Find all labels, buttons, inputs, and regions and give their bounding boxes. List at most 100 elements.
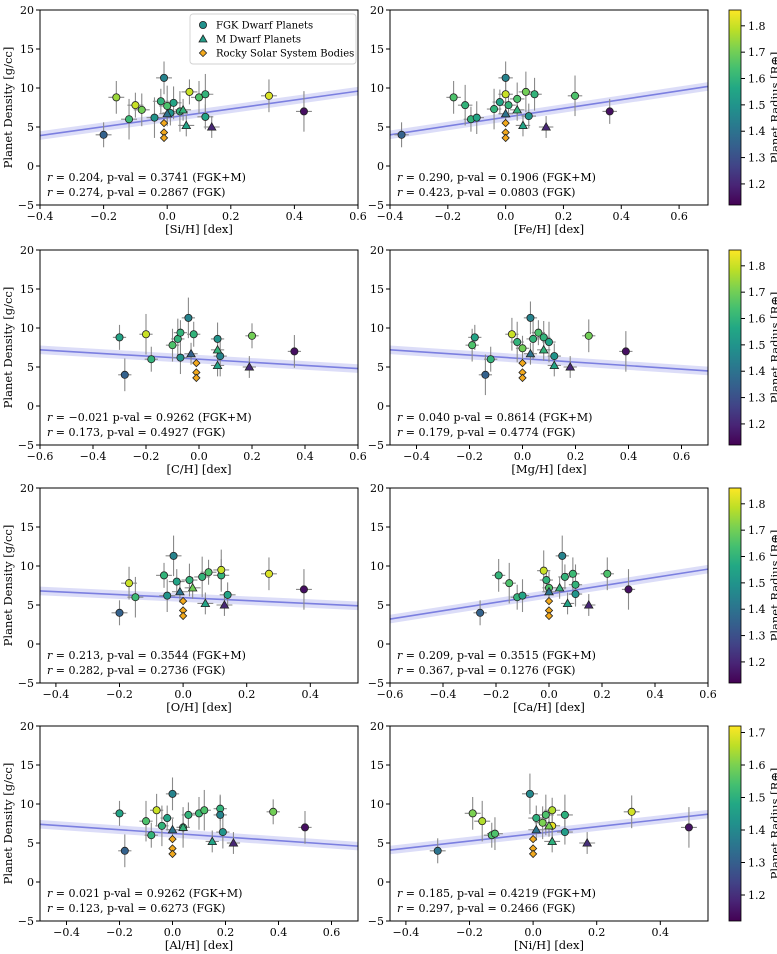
m-planet-point [207,836,218,845]
fgk-planet-point [461,101,470,110]
y-tick-label: 15 [370,43,384,56]
m-planet-point [212,360,223,369]
x-axis-label: [Fe/H] [dex] [514,222,584,236]
rocky-body-point [544,596,554,606]
colorbar-label: Planet Radius [R⊕] [768,52,777,164]
x-tick-label: 0.4 [646,688,664,701]
colorbar-gradient [728,249,742,446]
colorbar-tick-label: 1.2 [748,418,766,431]
x-tick-label: −0.4 [403,450,430,463]
colorbar-tick-label: 1.7 [748,286,766,299]
fgk-planet-point [169,551,178,560]
fgk-planet-point [624,585,633,594]
fgk-planet-point [150,113,159,122]
fit-line [390,85,708,136]
plot-content [390,773,708,864]
m-planet-point [162,108,173,118]
stat-annotation: r = 0.209, p-val = 0.3515 (FGK+M) [397,649,596,662]
legend-rocky-marker [198,48,208,58]
fgk-planet-point [505,579,514,588]
rocky-body-point [192,373,201,383]
x-tick-label: 0.0 [174,688,192,701]
stat-annotation: r = 0.040 p-val = 0.8614 (FGK+M) [397,411,592,424]
rocky-body-point [159,133,169,143]
fgk-planet-point [571,580,580,589]
legend-box [189,13,357,65]
rocky-body-point [518,358,527,368]
m-planet-point [187,582,198,592]
fgk-planet-point [490,105,499,114]
fgk-planet-point [299,585,308,594]
y-tick-label: 15 [20,759,34,772]
m-planet-point [544,586,554,596]
x-tick-label: −0.6 [377,688,404,701]
stat-annotation: r = 0.204, p-val = 0.3741 (FGK+M) [47,171,246,184]
fgk-planet-point [507,330,516,339]
fgk-planet-point [223,590,232,599]
plot-area [40,488,358,683]
fgk-planet-point [433,846,442,855]
x-tick-label: −0.4 [27,210,54,223]
fgk-planet-point [131,101,140,110]
panel-4: −0.4 −0.2 0.0 0.2 0.4 0.6 −5 0 5 10 15 20 [Mg/H] [de… [368,244,709,476]
x-tick-label: 0.2 [555,210,573,223]
x-tick-label: 0.0 [540,688,558,701]
y-tick-label: −5 [368,915,384,928]
m-planet-point [167,824,178,834]
fgk-planet-point [627,807,636,816]
y-tick-label: 0 [27,400,34,413]
fgk-planet-point [168,341,177,350]
fgk-planet-point [481,370,490,379]
x-tick-label: −0.2 [133,450,160,463]
y-tick-label: 20 [370,720,384,733]
fgk-planet-point [560,828,569,837]
colorbar-tick-label: 1.6 [748,73,766,86]
y-tick-label: 10 [370,798,384,811]
colorbar-tick-label: 1.5 [748,577,766,590]
y-tick-label: −5 [368,439,384,452]
y-tick-label: 15 [370,521,384,534]
x-tick-label: −0.2 [456,926,483,939]
fgk-planet-point [172,577,181,586]
rocky-body-point [528,849,538,859]
y-tick-label: −5 [18,677,34,690]
fgk-planet-point [525,789,534,798]
stat-annotation: r = −0.021 p-val = 0.9262 (FGK+M) [47,411,252,424]
x-tick-label: 0.0 [190,450,208,463]
x-axis-label: [Ca/H] [dex] [513,700,585,714]
fgk-planet-point [470,333,479,342]
y-axis-label: Planet Density [g/cc] [1,287,15,409]
fgk-planet-point [189,330,198,339]
m-planet-point [206,121,217,131]
colorbar-tick-label: 1.5 [748,99,766,112]
plot-content [390,61,708,148]
fit-line [40,349,358,370]
fgk-planet-point [532,814,541,823]
fgk-planet-point [201,90,210,99]
stat-annotation: r = 0.274, p-val = 0.2867 (FGK) [47,186,225,199]
m-planet-point [244,361,255,371]
y-tick-label: 5 [377,121,384,134]
legend-m-label: M Dwarf Planets [216,35,301,46]
panel-8: −0.4 −0.2 0.0 0.2 0.4 −5 0 5 10 15 20 [Ni/H] [dex] r… [368,720,709,952]
colorbar-tick-label: 1.3 [748,857,766,870]
x-tick-label: 0.0 [497,210,515,223]
fgk-planet-point [472,113,481,122]
fgk-planet-point [218,828,227,837]
fgk-planet-point [120,370,129,379]
y-tick-label: 0 [377,876,384,889]
m-planet-point [181,120,192,129]
colorbar-tick-label: 1.8 [748,260,766,273]
fgk-planet-point [490,829,499,838]
stat-annotation: r = 0.297, p-val = 0.2466 (FGK) [397,902,575,915]
colorbar-tick-label: 1.4 [748,125,766,138]
x-tick-label: 0.6 [673,450,691,463]
colorbar-tick-label: 1.7 [748,46,766,59]
colorbar: 1.2 1.3 1.4 1.5 1.6 1.7 1.8 Planet Radius [R⊕] [728,9,777,206]
m-planet-point [212,344,223,354]
x-tick-label: −0.4 [393,926,420,939]
fgk-planet-point [501,73,510,82]
m-planet-point [565,361,576,371]
panel-5: −0.4 −0.2 0.0 0.2 0.4 −5 0 5 10 15 20 [O/H] [dex] Pl… [1,482,359,714]
y-tick-label: 20 [20,4,34,17]
